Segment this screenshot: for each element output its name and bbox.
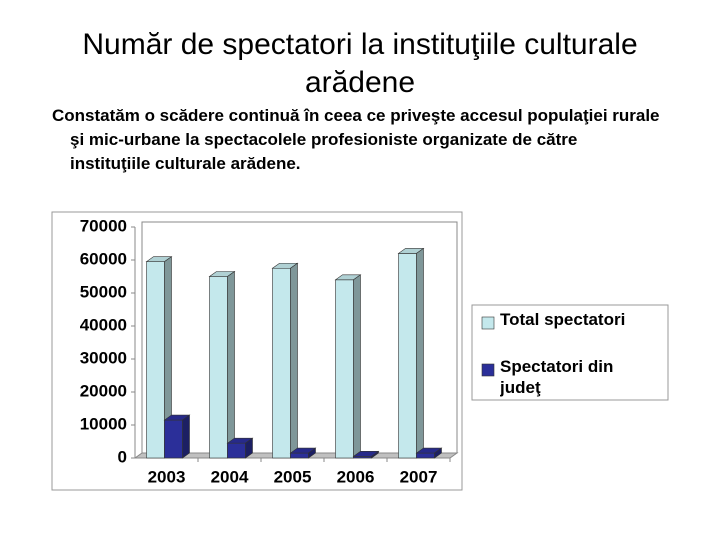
y-tick-label: 30000 [80,348,127,367]
bar [226,437,254,459]
bar [289,447,317,459]
bar [352,450,380,459]
bar-front [398,253,417,459]
legend-swatch [481,316,495,330]
y-tick-label: 40000 [80,315,127,334]
slide-title: Număr de spectatori la instituţiile cult… [82,28,638,99]
legend-box [471,304,669,401]
y-tick-label: 0 [118,447,127,466]
x-tick-label: 2006 [337,467,375,486]
y-tick-label: 70000 [80,216,127,235]
x-tick-label: 2003 [148,467,186,486]
bar-side [416,247,424,459]
bar-side [227,270,235,459]
y-tick-label: 60000 [80,249,127,268]
bar-side [371,450,379,459]
x-tick-label: 2007 [400,467,438,486]
bar [397,247,425,459]
legend-item: Spectatori din judeţ [500,357,614,397]
x-tick-label: 2005 [274,467,312,486]
bar-front [146,261,165,459]
y-tick-label: 10000 [80,414,127,433]
slide-text: Constatăm o scădere continuă în ceea ce … [52,106,660,173]
bar-front [290,452,309,459]
y-tick-label: 50000 [80,282,127,301]
bar [334,274,362,459]
bar-side [290,262,298,459]
bar-front [335,279,354,459]
chart-frame [51,211,463,491]
bar-side [434,447,442,459]
legend-label: Spectatori din judeţ [500,357,614,397]
bar-front [227,442,246,459]
y-tick-label: 20000 [80,381,127,400]
bar-side [182,414,190,459]
bar-side [245,437,253,459]
legend-item: Total spectatori [500,310,626,329]
legend-label: Total spectatori [500,310,626,329]
bar-side [353,274,361,459]
bar [208,270,236,459]
bar [271,262,299,459]
bar [415,447,443,459]
bar-side [308,447,316,459]
bar-front [272,267,291,459]
bar-front [416,452,435,459]
bar [163,414,191,459]
legend-swatch [481,363,495,377]
bar [145,256,173,459]
bar-front [209,276,228,459]
bar-front [164,419,183,459]
x-tick-label: 2004 [211,467,249,486]
